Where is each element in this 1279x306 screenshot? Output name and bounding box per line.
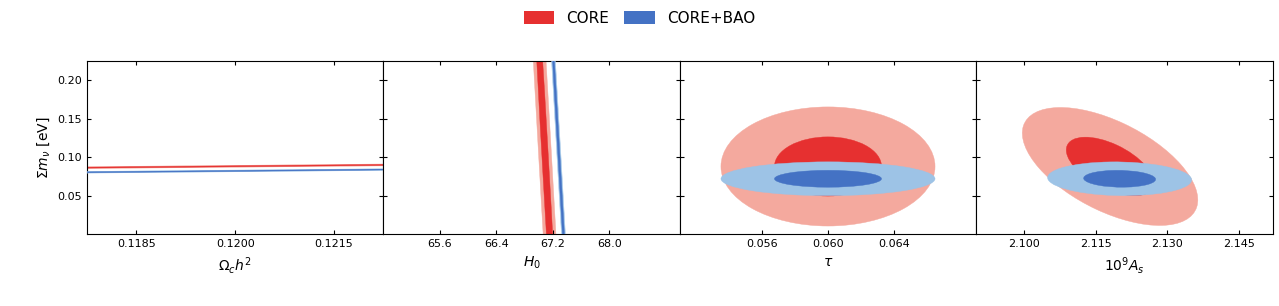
Ellipse shape [721,162,935,196]
Ellipse shape [528,0,563,306]
Y-axis label: $\Sigma m_\nu\ \mathrm{[eV]}$: $\Sigma m_\nu\ \mathrm{[eV]}$ [35,117,52,179]
Ellipse shape [1083,170,1156,187]
X-axis label: $10^9 A_s$: $10^9 A_s$ [1104,255,1145,275]
Ellipse shape [0,130,1279,203]
Ellipse shape [0,166,842,177]
Ellipse shape [775,137,881,196]
Ellipse shape [510,0,581,306]
Ellipse shape [1022,107,1198,226]
X-axis label: $\Omega_c h^2$: $\Omega_c h^2$ [219,255,252,275]
Legend: CORE, CORE+BAO: CORE, CORE+BAO [518,5,761,32]
Ellipse shape [1048,162,1192,196]
Ellipse shape [721,107,935,226]
Ellipse shape [1067,137,1154,196]
Ellipse shape [536,0,585,306]
X-axis label: $\tau$: $\tau$ [822,255,833,268]
Ellipse shape [775,170,881,187]
X-axis label: $H_0$: $H_0$ [523,255,541,271]
Ellipse shape [0,148,1279,185]
Ellipse shape [547,0,572,306]
Ellipse shape [0,160,1279,182]
